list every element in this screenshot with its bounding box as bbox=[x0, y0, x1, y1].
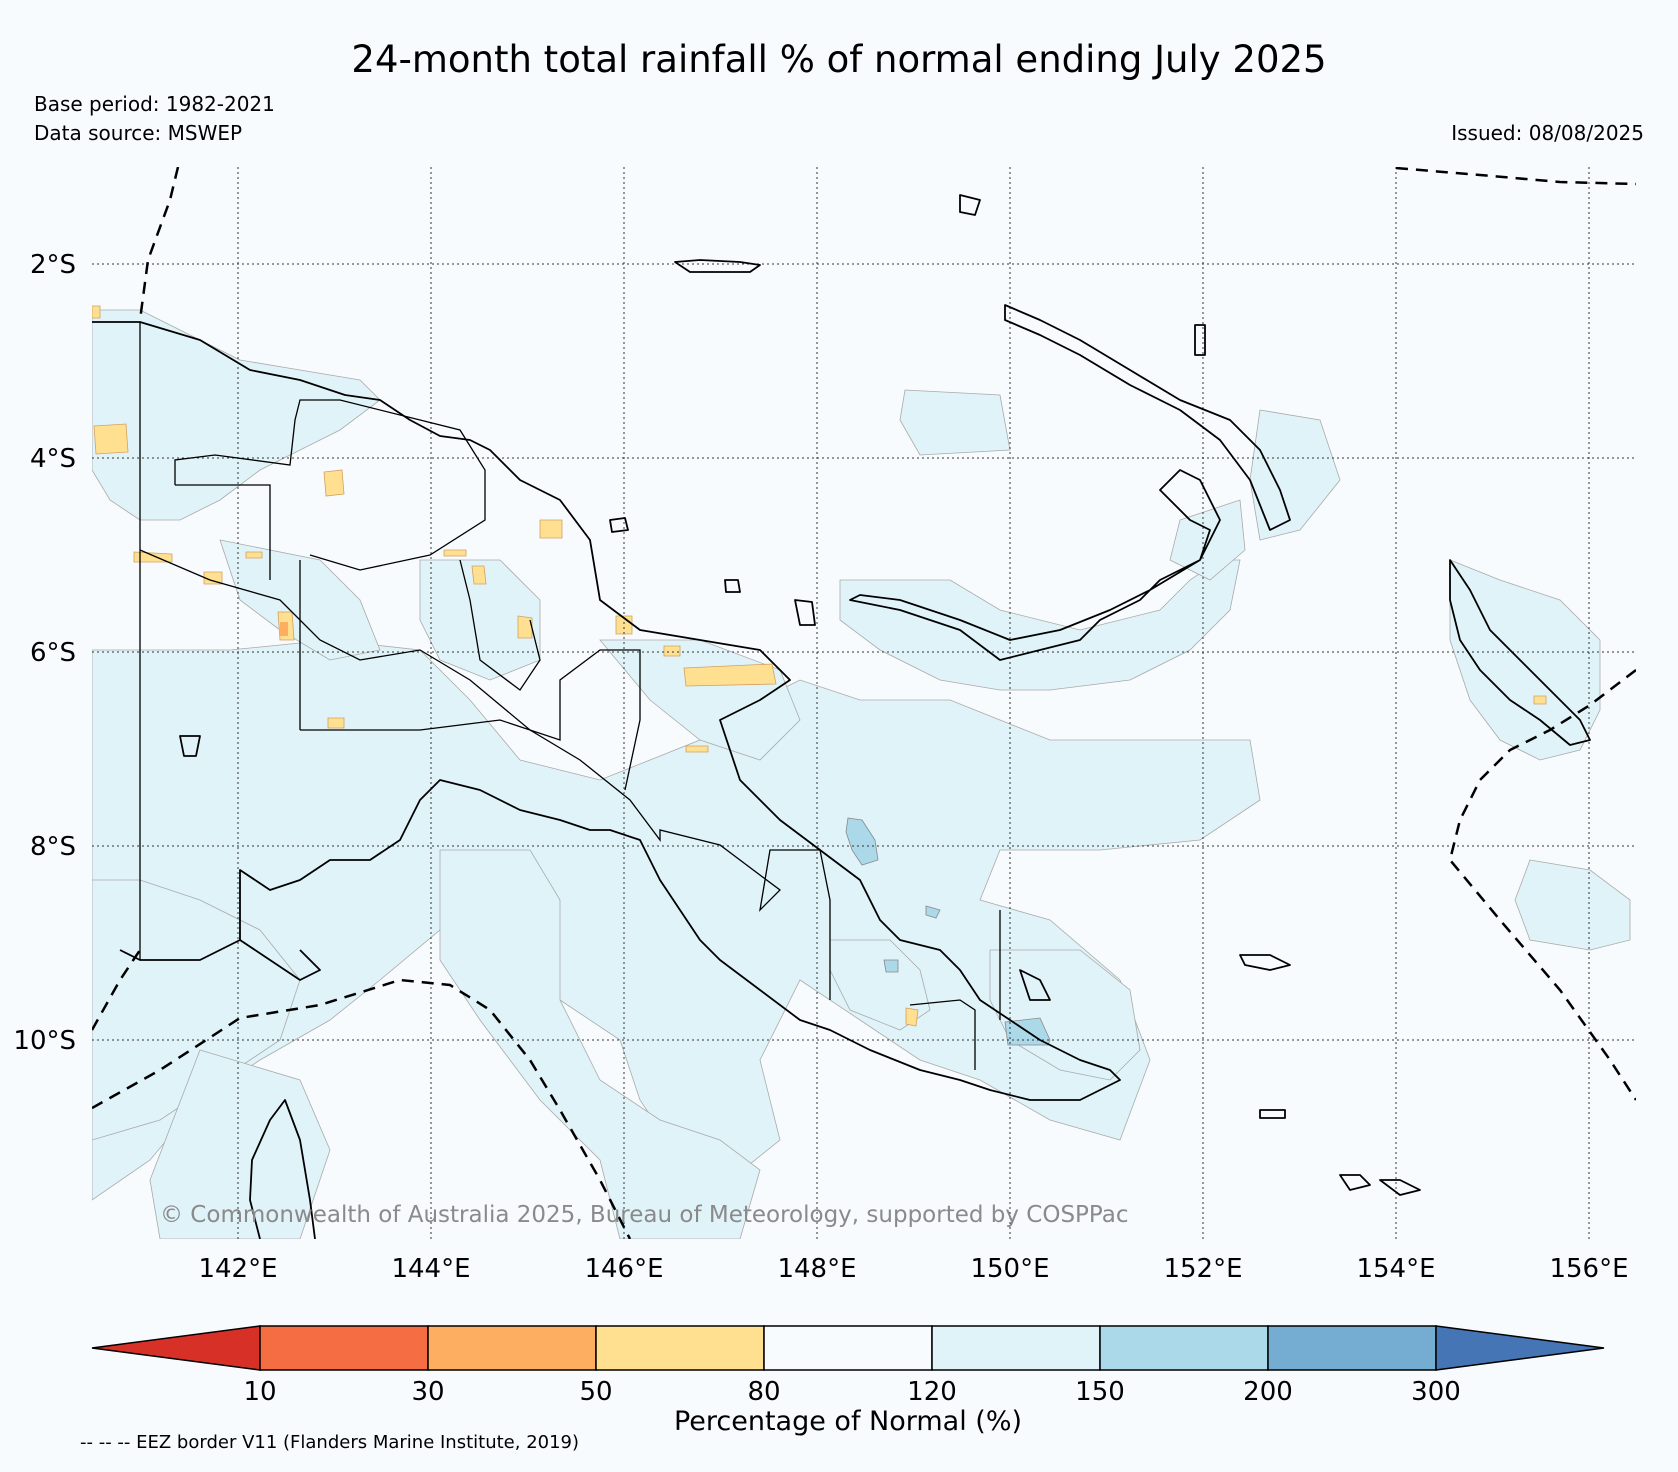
eez-footnote: -- -- -- EEZ border V11 (Flanders Marine… bbox=[80, 1432, 580, 1453]
rainfall-120-150-regions bbox=[92, 309, 1631, 1239]
issued-date: Issued: 08/08/2025 bbox=[1451, 121, 1644, 145]
colorbar-tick-label: 150 bbox=[1075, 1377, 1125, 1407]
colorbar-segment bbox=[763, 1325, 933, 1371]
colorbar: 10 30 50 80 120 150 200 300 Percentage o… bbox=[91, 1325, 1605, 1437]
lon-label-148e: 148°E bbox=[777, 1254, 856, 1284]
colorbar-segment bbox=[259, 1325, 429, 1371]
lat-label-6s: 6°S bbox=[30, 638, 76, 668]
lat-label-10s: 10°S bbox=[13, 1026, 76, 1056]
base-period: Base period: 1982-2021 bbox=[34, 92, 275, 116]
colorbar-segment bbox=[595, 1325, 765, 1371]
latitude-labels: 2°S 4°S 6°S 8°S 10°S bbox=[13, 250, 76, 1056]
graticule bbox=[92, 167, 1636, 1239]
colorbar-tick-label: 300 bbox=[1411, 1377, 1461, 1407]
colorbar-title: Percentage of Normal (%) bbox=[674, 1406, 1022, 1437]
rainfall-30-50-region bbox=[280, 622, 288, 636]
copyright-credit: © Commonwealth of Australia 2025, Bureau… bbox=[160, 1202, 1129, 1228]
colorbar-extend-low bbox=[91, 1325, 261, 1371]
colorbar-tick-label: 30 bbox=[411, 1377, 444, 1407]
colorbar-extend-high bbox=[1435, 1325, 1605, 1371]
map-title: 24-month total rainfall % of normal endi… bbox=[351, 38, 1327, 81]
lon-label-150e: 150°E bbox=[970, 1254, 1049, 1284]
lon-label-156e: 156°E bbox=[1549, 1254, 1628, 1284]
lat-label-4s: 4°S bbox=[30, 444, 76, 474]
colorbar-segment bbox=[931, 1325, 1101, 1371]
lat-label-8s: 8°S bbox=[30, 832, 76, 862]
lat-label-2s: 2°S bbox=[30, 250, 76, 280]
lon-label-152e: 152°E bbox=[1163, 1254, 1242, 1284]
colorbar-segment bbox=[1099, 1325, 1269, 1371]
longitude-labels: 142°E 144°E 146°E 148°E 150°E 152°E 154°… bbox=[198, 1254, 1628, 1284]
colorbar-tick-label: 200 bbox=[1243, 1377, 1293, 1407]
colorbar-segment bbox=[427, 1325, 597, 1371]
colorbar-segment bbox=[1267, 1325, 1437, 1371]
lon-label-154e: 154°E bbox=[1356, 1254, 1435, 1284]
colorbar-tick-label: 50 bbox=[579, 1377, 612, 1407]
colorbar-tick-label: 80 bbox=[747, 1377, 780, 1407]
data-source: Data source: MSWEP bbox=[34, 121, 243, 145]
lon-label-146e: 146°E bbox=[584, 1254, 663, 1284]
colorbar-tick-label: 10 bbox=[243, 1377, 276, 1407]
lon-label-142e: 142°E bbox=[198, 1254, 277, 1284]
lon-label-144e: 144°E bbox=[391, 1254, 470, 1284]
admin-boundaries bbox=[139, 322, 1001, 1070]
eez-borders bbox=[92, 167, 1636, 1239]
coastlines bbox=[92, 194, 1591, 1239]
colorbar-tick-label: 120 bbox=[907, 1377, 957, 1407]
